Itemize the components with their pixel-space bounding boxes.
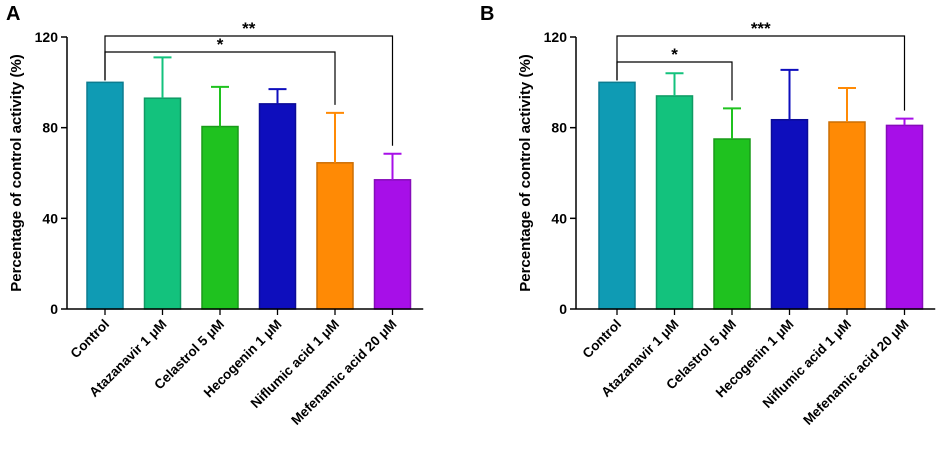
- panel-a: A Percentage of control activity (%) Con…: [6, 3, 424, 428]
- panel-a-y-tick-label: 120: [35, 29, 59, 45]
- panel-b-y-tick-label: 80: [551, 120, 567, 136]
- panel-b-bar: [655, 95, 694, 310]
- panel-a-y-tick-label: 80: [42, 120, 58, 136]
- panel-b-y-tick-label: 120: [544, 29, 568, 45]
- panel-a-letter: A: [6, 3, 20, 25]
- panel-a-bar: [258, 103, 297, 310]
- panel-a-significance-bracket: [104, 51, 336, 105]
- panel-b: B Percentage of control activity (%) Con…: [480, 3, 936, 428]
- panel-b-bar: [770, 118, 809, 310]
- panel-a-category-label: Mefenamic acid 20 μM: [288, 317, 399, 428]
- panel-b-bar: [713, 138, 751, 310]
- panel-b-y-tick-label: 0: [559, 301, 567, 317]
- panel-a-category-label: Control: [68, 317, 113, 362]
- panel-b-y-axis-label: Percentage of control activity (%): [517, 54, 534, 292]
- panel-b-bar: [885, 124, 924, 310]
- panel-b-significance-label: *: [671, 45, 678, 64]
- panel-a-significance-label: **: [242, 19, 256, 38]
- panel-b-significance-bracket: [616, 61, 733, 101]
- panel-a-bar: [86, 81, 124, 310]
- panel-b-bar: [828, 121, 866, 310]
- panel-a-significance-label: *: [217, 35, 224, 54]
- panel-a-y-tick-label: 0: [50, 301, 58, 317]
- panel-b-category-label: Control: [580, 317, 625, 362]
- panel-a-y-tick-label: 40: [42, 210, 58, 226]
- panel-b-y-tick-label: 40: [551, 210, 567, 226]
- panel-b-letter: B: [480, 3, 494, 25]
- panel-a-bar: [143, 97, 182, 310]
- panel-a-bar: [373, 179, 412, 310]
- panel-a-bar: [316, 162, 354, 310]
- panel-b-significance-bracket: [616, 35, 906, 111]
- panel-a-bar: [201, 125, 239, 310]
- panel-b-significance-label: ***: [751, 19, 771, 38]
- panel-b-bar: [598, 81, 636, 310]
- panel-b-category-label: Mefenamic acid 20 μM: [800, 317, 911, 428]
- panel-a-y-axis-label: Percentage of control activity (%): [8, 54, 25, 292]
